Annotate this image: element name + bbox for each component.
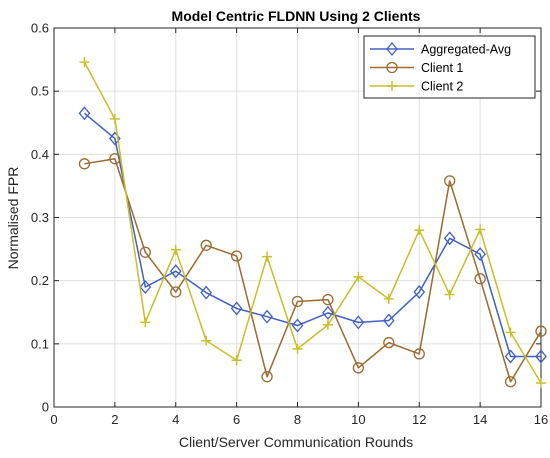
- data-point: [382, 313, 395, 328]
- data-point: [352, 315, 365, 330]
- data-point: [292, 343, 303, 354]
- data-point: [139, 246, 151, 258]
- legend-label: Client 1: [421, 61, 463, 75]
- data-point: [109, 113, 120, 124]
- y-tick-label: 0.5: [31, 84, 49, 99]
- data-point: [200, 239, 212, 251]
- data-point: [444, 289, 455, 300]
- data-point: [170, 286, 182, 298]
- x-axis-label: Client/Server Communication Rounds: [179, 434, 413, 450]
- data-point: [474, 247, 486, 262]
- data-point: [291, 295, 304, 308]
- data-point: [504, 349, 517, 364]
- series-line: [84, 158, 542, 383]
- data-point: [140, 317, 151, 328]
- legend-label: Aggregated-Avg: [421, 43, 511, 57]
- data-point: [230, 250, 243, 262]
- legend-marker: [386, 41, 398, 57]
- data-point: [78, 158, 91, 170]
- data-point: [383, 293, 394, 304]
- series-line: [83, 112, 541, 358]
- x-tick-label: 14: [473, 412, 487, 427]
- x-tick-label: 8: [294, 412, 301, 427]
- series-3: [79, 57, 546, 388]
- data-point: [322, 319, 333, 330]
- legend: Aggregated-Avg Client 1 Client 2: [363, 35, 536, 99]
- legend-marker: [386, 61, 398, 74]
- data-point: [383, 336, 395, 349]
- series-2: [78, 153, 547, 388]
- data-point: [353, 271, 364, 282]
- y-tick-label: 0: [42, 400, 49, 415]
- x-tick-label: 2: [111, 412, 118, 427]
- y-tick-label: 0.1: [31, 336, 49, 351]
- data-point: [475, 224, 486, 235]
- data-point: [139, 279, 152, 294]
- chart-title: Model Centric FLDNN Using 2 Clients: [172, 8, 421, 24]
- data-point: [170, 244, 181, 255]
- legend-entry: Client 2: [370, 80, 463, 94]
- legend-label: Client 2: [421, 80, 463, 94]
- y-axis-label: Normalised FPR: [5, 167, 21, 270]
- y-tick-label: 0.2: [31, 273, 49, 288]
- data-point: [413, 348, 425, 360]
- data-point: [413, 285, 426, 300]
- series-line: [83, 61, 542, 384]
- data-point: [109, 153, 121, 165]
- legend-entry: Aggregated-Avg: [370, 41, 511, 57]
- x-tick-label: 10: [351, 412, 365, 427]
- x-tick-label: 16: [534, 412, 548, 427]
- data-point: [536, 377, 546, 388]
- data-point: [201, 335, 212, 346]
- data-point: [444, 175, 456, 187]
- data-point: [504, 376, 517, 388]
- x-tick-label: 4: [172, 412, 179, 427]
- data-point: [262, 251, 273, 262]
- legend-entry: Client 1: [370, 61, 463, 75]
- data-point: [169, 264, 182, 279]
- legend-marker: [387, 81, 397, 91]
- data-point: [78, 106, 91, 121]
- data-point: [443, 231, 456, 246]
- data-point: [474, 273, 486, 285]
- series-1: [78, 106, 547, 364]
- series-group: [78, 57, 547, 388]
- data-point: [414, 225, 425, 236]
- x-tick-label: 0: [50, 412, 57, 427]
- data-point: [230, 301, 243, 316]
- data-point: [79, 57, 90, 68]
- x-tick-label: 12: [412, 412, 426, 427]
- data-point: [535, 325, 547, 337]
- data-point: [535, 349, 547, 364]
- x-tick-label: 6: [233, 412, 240, 427]
- data-point: [200, 285, 213, 300]
- data-point: [261, 309, 273, 324]
- data-point: [352, 362, 365, 374]
- y-tick-label: 0.4: [31, 147, 49, 162]
- data-point: [261, 371, 273, 383]
- axis-ticks: 0 2 4 6 8 10 12 14 16 0 0.1 0.2 0.3 0.4 0.5 0.6: [31, 21, 548, 428]
- data-point: [322, 293, 334, 306]
- data-point: [322, 305, 334, 320]
- data-point: [505, 327, 516, 338]
- y-tick-label: 0.6: [31, 21, 49, 36]
- data-point: [291, 318, 304, 333]
- y-tick-label: 0.3: [31, 210, 49, 225]
- data-point: [231, 355, 242, 366]
- grid: [53, 27, 542, 408]
